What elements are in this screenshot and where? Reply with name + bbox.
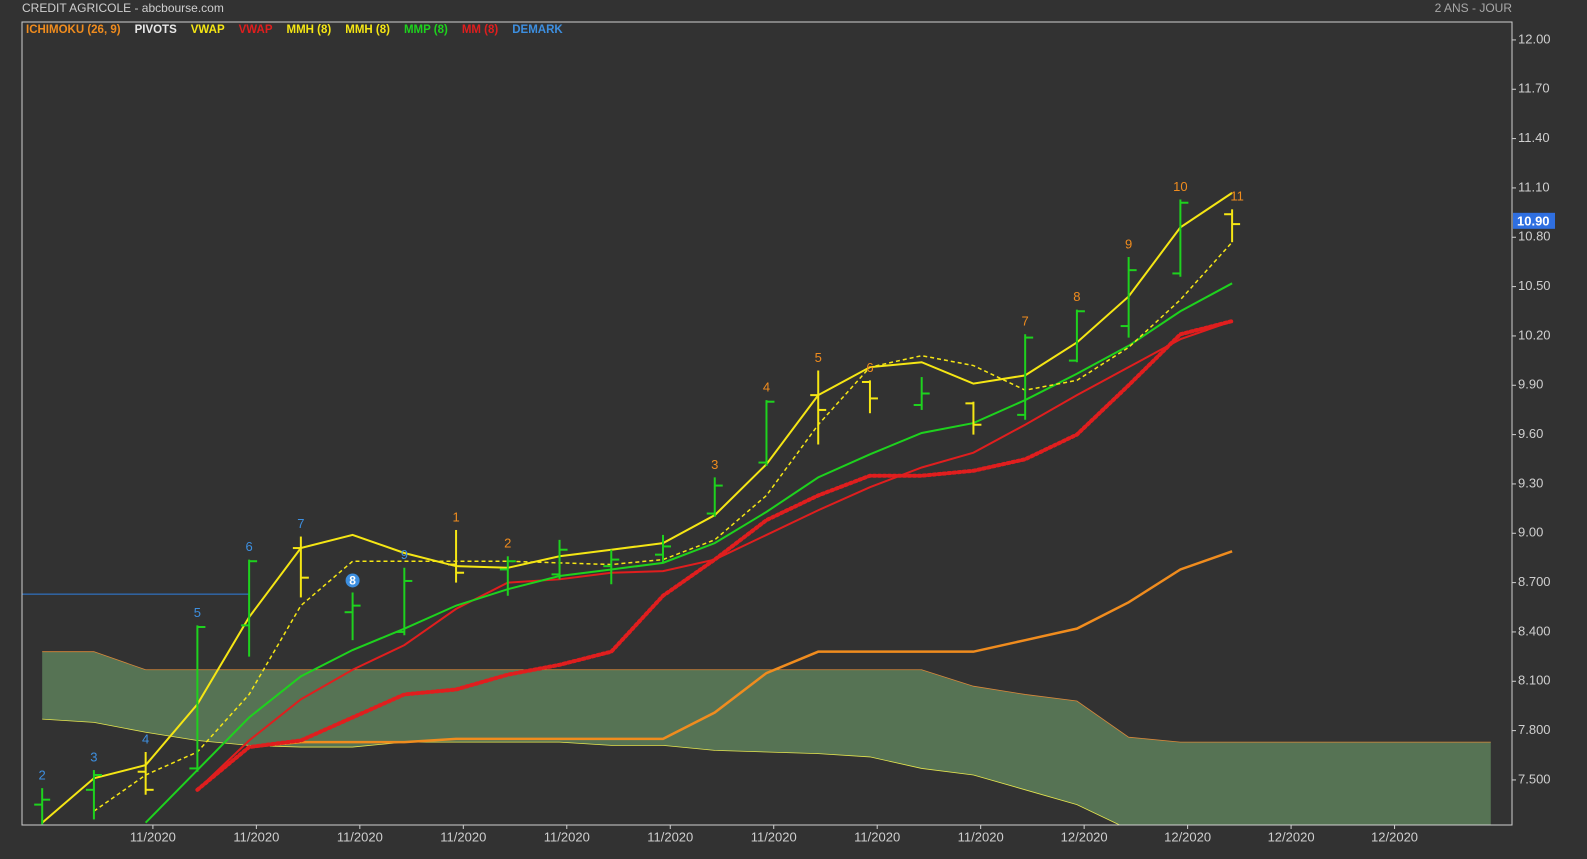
legend-item: DEMARK [512, 24, 563, 36]
y-tick-label: 9.00 [1518, 525, 1543, 540]
legend-item: MMP (8) [404, 24, 448, 36]
demark-count: 4 [142, 731, 149, 746]
y-tick-label: 9.90 [1518, 377, 1543, 392]
demark-count: 2 [504, 536, 511, 551]
x-tick-label: 11/2020 [958, 829, 1004, 844]
demark-count: 2 [39, 768, 46, 783]
y-tick-label: 10.20 [1518, 327, 1551, 342]
last-price-label: 10.90 [1517, 213, 1550, 228]
legend-item: VWAP [191, 24, 225, 36]
y-tick-label: 12.00 [1518, 31, 1551, 46]
x-tick-label: 12/2020 [1061, 829, 1108, 844]
demark-count: 6 [866, 360, 873, 375]
x-tick-label: 12/2020 [1371, 829, 1418, 844]
legend-item: MMH (8) [287, 24, 332, 36]
indicator-line [196, 320, 1233, 791]
y-tick-label: 11.10 [1518, 179, 1550, 194]
demark-count: 3 [90, 750, 97, 765]
y-tick-label: 7.800 [1518, 722, 1551, 737]
x-tick-label: 12/2020 [1164, 829, 1211, 844]
x-tick-label: 11/2020 [544, 829, 590, 844]
demark-count: 9 [401, 547, 408, 562]
legend-item: PIVOTS [135, 24, 178, 36]
legend-item: MM (8) [462, 24, 499, 36]
plot-frame [21, 21, 1513, 826]
x-tick-label: 11/2020 [130, 829, 176, 844]
legend-item: MMH (8) [345, 24, 390, 36]
y-tick-label: 11.70 [1518, 81, 1550, 96]
indicator-line [249, 550, 1233, 749]
x-tick-label: 11/2020 [440, 829, 486, 844]
y-tick-label: 11.40 [1518, 130, 1550, 145]
demark-count: 6 [246, 539, 253, 554]
indicator-line [144, 282, 1233, 824]
demark-count: 5 [194, 605, 201, 620]
y-tick-label: 8.700 [1518, 574, 1551, 589]
demark-count: 3 [711, 457, 718, 472]
x-tick-label: 11/2020 [337, 829, 383, 844]
x-tick-label: 11/2020 [854, 829, 900, 844]
x-tick-label: 11/2020 [647, 829, 693, 844]
chart-title: CREDIT AGRICOLE - abcbourse.com [22, 1, 224, 15]
last-price-box [1513, 212, 1555, 229]
demark-count: 5 [815, 350, 822, 365]
indicator-line [41, 192, 1233, 824]
y-tick-label: 8.100 [1518, 673, 1551, 688]
demark-count: 11 [1230, 189, 1244, 204]
y-tick-label: 10.50 [1518, 278, 1551, 293]
plot-area: 2 3 4 5 6 7 8 9 1 2 3 4 5 6 7 8 9 10 11 [22, 179, 1491, 825]
cloud-lower [42, 718, 1121, 825]
y-tick-label: 7.500 [1518, 771, 1551, 786]
demark-count: 8 [349, 574, 356, 588]
period: 2 ANS - JOUR [1435, 1, 1513, 15]
y-tick-label: 8.400 [1518, 623, 1551, 638]
cloud-upper [42, 651, 1491, 743]
demark-count: 8 [1073, 289, 1080, 304]
y-tick-label: 9.60 [1518, 426, 1543, 441]
x-tick-label: 11/2020 [233, 829, 279, 844]
demark-count: 4 [763, 380, 770, 395]
x-tick-label: 12/2020 [1268, 829, 1315, 844]
demark-count: 9 [1125, 236, 1132, 251]
legend-item: VWAP [239, 24, 273, 36]
y-tick-label: 10.80 [1518, 229, 1551, 244]
demark-count: 10 [1173, 179, 1187, 194]
legend-item: ICHIMOKU (26, 9) [26, 24, 121, 36]
demark-count: 1 [452, 509, 459, 524]
demark-count: 7 [1022, 314, 1029, 329]
demark-count: 7 [297, 516, 304, 531]
y-tick-label: 9.30 [1518, 475, 1543, 490]
x-tick-label: 11/2020 [751, 829, 797, 844]
demark-highlight [345, 573, 360, 588]
